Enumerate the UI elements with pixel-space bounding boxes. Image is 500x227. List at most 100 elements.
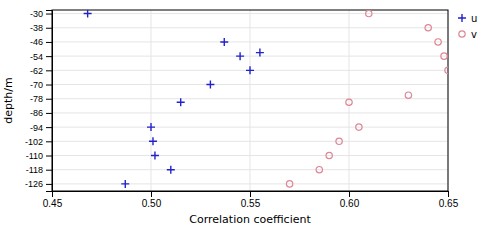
tick: -78 <box>30 94 52 104</box>
point-shape <box>149 137 157 145</box>
point <box>346 99 352 105</box>
axis-line <box>53 192 449 198</box>
grid-line <box>52 13 448 14</box>
legend-item: v <box>459 29 477 40</box>
tick-label: -110 <box>26 151 43 161</box>
tick: -110 <box>26 151 52 161</box>
tick: -86 <box>30 108 52 118</box>
point-shape <box>220 38 228 46</box>
grid-line <box>52 112 448 113</box>
points <box>84 10 448 188</box>
tick: -70 <box>30 80 52 90</box>
tick-label: -94 <box>30 122 43 132</box>
point-shape <box>256 49 264 57</box>
tick-mark <box>250 191 251 197</box>
grid-line <box>52 84 448 85</box>
point <box>366 10 372 16</box>
point <box>147 123 155 131</box>
y-axis-title: depth/m <box>2 77 15 123</box>
tick-label: -30 <box>30 9 43 19</box>
grid-line <box>52 141 448 142</box>
tick-mark <box>349 191 350 197</box>
point-shape <box>121 180 129 188</box>
point-shape <box>316 167 322 173</box>
tick-label: -54 <box>30 52 43 62</box>
tick: -54 <box>30 52 52 62</box>
point <box>121 180 129 188</box>
tick: 0.45 <box>43 191 63 209</box>
tick: 0.65 <box>439 191 459 209</box>
point-shape <box>246 66 254 74</box>
point <box>336 138 342 144</box>
legend-swatch <box>458 14 466 22</box>
grid-line <box>52 98 448 99</box>
grid-line <box>52 155 448 156</box>
grid-line <box>52 27 448 28</box>
point <box>236 52 244 60</box>
point-shape <box>206 81 214 89</box>
x-axis-title: Correlation coefficient <box>189 213 311 226</box>
point-shape <box>346 99 352 105</box>
plot-frame <box>52 10 448 191</box>
grid-line <box>52 56 448 57</box>
series <box>286 10 448 187</box>
legend-label: v <box>471 29 477 40</box>
x-axis: 0.45 0.50 0.55 0.60 0.65 <box>43 191 459 209</box>
point <box>177 98 185 106</box>
tick-mark <box>46 170 52 171</box>
tick-label: 0.55 <box>241 198 261 209</box>
point <box>356 124 362 130</box>
point <box>441 53 447 59</box>
tick-mark <box>46 113 52 114</box>
point-shape <box>356 124 362 130</box>
grid-line <box>151 10 152 191</box>
tick-mark <box>46 156 52 157</box>
tick-mark <box>46 99 52 100</box>
tick-mark <box>46 141 52 142</box>
point <box>316 167 322 173</box>
point <box>206 81 214 89</box>
legend-label: u <box>471 13 477 24</box>
tick-label: -38 <box>30 23 43 33</box>
point <box>84 10 92 18</box>
point <box>425 25 431 31</box>
point-shape <box>336 138 342 144</box>
point-shape <box>326 152 332 158</box>
y-axis: -30-38-46-54-62-70-78-86-94-102-110-118-… <box>25 9 53 192</box>
point-shape <box>151 152 159 160</box>
point <box>149 137 157 145</box>
tick: -38 <box>30 23 52 33</box>
legend-swatch <box>459 31 465 37</box>
point <box>435 39 441 45</box>
tick-label: -62 <box>30 66 43 76</box>
tick-label: 0.45 <box>43 198 63 209</box>
point-shape <box>236 52 244 60</box>
tick-mark <box>46 184 52 185</box>
tick-mark <box>448 191 449 197</box>
tick-label: 0.60 <box>340 198 360 209</box>
plot: 0.45 0.50 0.55 0.60 0.65 -30 -38 -46 -54 -62 -70 -7… <box>25 9 459 209</box>
point-shape <box>405 92 411 98</box>
point <box>167 166 175 174</box>
point-shape <box>425 25 431 31</box>
tick-label: -70 <box>30 80 43 90</box>
point <box>220 38 228 46</box>
tick-mark <box>151 191 152 197</box>
grid-line <box>52 41 448 42</box>
tick-mark <box>46 14 52 15</box>
point <box>445 67 448 73</box>
tick: 0.50 <box>142 191 162 209</box>
tick-mark <box>46 28 52 29</box>
point <box>286 181 292 187</box>
tick: -30 <box>30 9 52 19</box>
point <box>151 152 159 160</box>
point-shape <box>366 10 372 16</box>
tick-label: -78 <box>30 94 43 104</box>
legend: uv <box>458 13 477 40</box>
point-shape <box>435 39 441 45</box>
tick-label: 0.50 <box>142 198 162 209</box>
tick-label: -46 <box>30 37 43 47</box>
tick-label: -126 <box>25 179 43 189</box>
tick: -126 <box>25 179 52 189</box>
tick: -46 <box>30 37 52 47</box>
